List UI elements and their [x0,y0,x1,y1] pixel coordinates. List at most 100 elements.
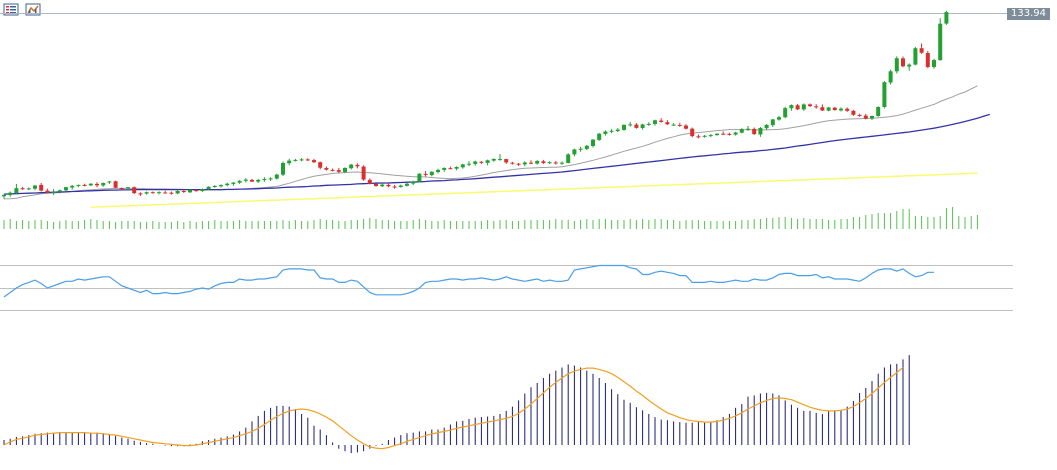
candle [64,186,68,192]
candle-body [88,183,93,186]
candle-body [622,124,626,130]
candle [2,194,6,199]
candle-body [467,163,471,165]
candle-body [560,162,564,164]
candle-body [318,162,323,168]
price-candles [2,10,949,199]
candle [181,189,186,193]
candle-body [888,71,893,83]
candle [826,107,831,112]
candle [566,153,571,164]
candle-body [746,128,750,130]
candle [243,178,248,183]
candle-body [20,188,25,190]
candle-body [219,185,223,187]
candle-body [8,192,13,196]
candle [392,184,397,189]
candle-body [628,124,633,126]
candle-body [305,159,310,161]
candle-body [826,107,831,111]
candle [615,128,620,132]
candle [491,158,496,162]
moving-averages [3,85,990,208]
candle [349,163,354,170]
macd-signal-line [3,367,904,450]
candle-body [522,162,527,165]
candle [572,148,577,157]
list-icon[interactable] [3,1,19,16]
candle [839,107,843,112]
candle-body [876,107,881,116]
candle-body [801,104,806,110]
candle [330,168,335,172]
candle [671,123,676,126]
candle [299,158,304,162]
candle-body [938,23,943,61]
candle-body [349,164,354,169]
candle-body [33,185,37,189]
candle-body [715,133,719,136]
candle [39,183,44,192]
candle [597,133,602,141]
candle [250,178,254,182]
candle-body [26,188,31,190]
candle [293,158,298,162]
candle-body [770,119,775,126]
candle-body [293,159,298,161]
candle [417,173,422,183]
candle [715,133,719,136]
candle-body [200,189,205,191]
candle-body [733,132,738,135]
candle-body [479,161,484,163]
candle-body [591,139,595,146]
candle-body [2,194,6,197]
candle-body [14,188,19,193]
candle [541,159,546,164]
candle [901,56,905,68]
candle-body [572,149,577,155]
candle-body [392,186,397,188]
candle-body [45,190,50,193]
candle [646,122,651,126]
candle [20,186,25,190]
candle [938,18,943,61]
candle-body [281,163,285,175]
candle [863,113,868,120]
candle [14,183,19,195]
candle [628,122,633,127]
candle-body [795,105,800,110]
candle-body [566,154,571,163]
candle-body [634,124,639,128]
candle-body [169,192,174,194]
candle [225,182,230,187]
candle [76,184,81,188]
candle-body [436,169,440,172]
candle [386,183,391,188]
candle-body [287,160,292,164]
candle [45,188,50,194]
candle-body [857,114,862,116]
candle-body [132,187,137,194]
candle [584,144,589,151]
candle [832,106,837,111]
candle-body [739,129,744,133]
candle-body [597,133,602,140]
candle [801,103,806,111]
candle [163,190,168,194]
chart-settings-icon[interactable] [25,1,41,16]
candle [547,161,552,165]
candle-body [442,168,447,170]
candle [764,124,769,130]
candle-body [870,116,874,119]
candle-body [417,173,422,182]
volume-bars [3,207,978,229]
candle-body [380,184,385,187]
candle [436,168,440,174]
candle-body [367,179,372,184]
candle [857,113,862,117]
candle [795,103,800,111]
candle [423,171,428,177]
candle-body [882,82,887,107]
candle-body [727,133,732,135]
